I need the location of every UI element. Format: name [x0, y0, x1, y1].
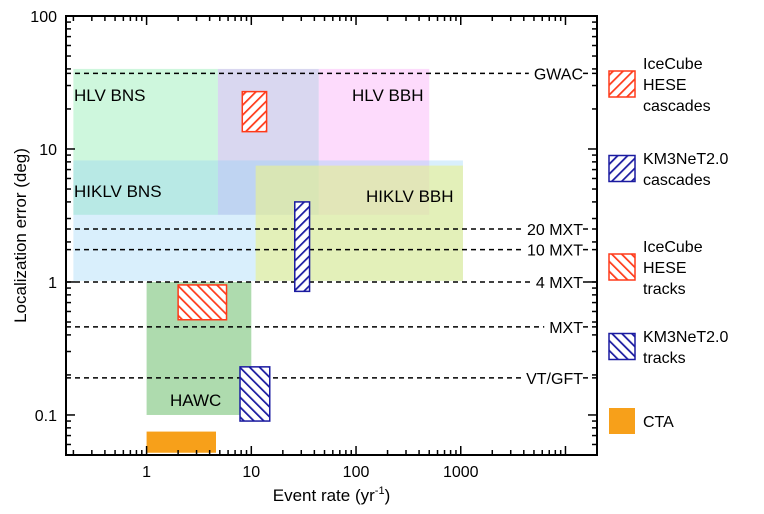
- legend-label-km3net2-0-cascades: KM3NeT2.0 cascades: [643, 151, 728, 189]
- y-tick-label: 10: [39, 142, 57, 159]
- legend-label-line: IceCube: [643, 56, 703, 73]
- legend-swatch-km3net2-0-cascades: [608, 154, 636, 183]
- legend-label-line: HESE: [643, 77, 687, 94]
- x-tick-label: 10: [242, 464, 260, 481]
- reference-line-label-20-mxt: 20 MXT: [527, 222, 583, 239]
- box-km3net2-0-tracks: [239, 366, 271, 422]
- legend-swatch-km3net2-0-tracks: [608, 332, 636, 361]
- box-icecube-hese-cascades: [241, 90, 268, 133]
- legend-swatch-cta: [609, 408, 635, 434]
- legend-label-icecube-hese-tracks: IceCube HESE tracks: [643, 239, 703, 298]
- axes-layer: 1 10 100 1000 0.1 1 10 100 Event rate (yr-1) Loca…: [11, 9, 598, 505]
- boxes-layer: [146, 90, 311, 453]
- reference-line-label-vt-gft: VT/GFT: [526, 371, 583, 388]
- box-icecube-hese-tracks: [177, 284, 228, 321]
- legend-swatch-icecube-hese-tracks: [608, 253, 636, 281]
- y-tick-label: 0.1: [35, 408, 57, 425]
- reference-line-label-10-mxt: 10 MXT: [527, 243, 583, 260]
- y-tick-label: 100: [30, 9, 57, 26]
- region-label-hlv-bns: HLV BNS: [74, 86, 146, 105]
- legend-label-line: HESE: [643, 260, 687, 277]
- x-axis-title-superscript: -1: [375, 485, 385, 497]
- legend-label-line: KM3NeT2.0: [643, 151, 728, 168]
- x-tick-label: 1: [142, 464, 151, 481]
- x-axis-title-end: ): [385, 486, 391, 505]
- legend-label-line: CTA: [643, 414, 674, 431]
- reference-line-label-4-mxt: 4 MXT: [536, 275, 583, 292]
- y-tick-label: 1: [48, 275, 57, 292]
- x-tick-label: 100: [343, 464, 370, 481]
- reference-line-label-gwac: GWAC: [534, 66, 583, 83]
- legend-label-icecube-hese-cascades: IceCube HESE cascades: [643, 56, 711, 115]
- legend-label-line: tracks: [643, 350, 686, 367]
- legend-label-line: tracks: [643, 281, 686, 298]
- x-tick-label: 1000: [443, 464, 479, 481]
- legend-label-line: cascades: [643, 172, 711, 189]
- legend-label-line: IceCube: [643, 239, 703, 256]
- region-hlv-bns: [73, 68, 218, 215]
- legend-label-line: KM3NeT2.0: [643, 329, 728, 346]
- box-km3net2-0-cascades: [294, 201, 311, 293]
- region-label-hiklv-bns: HIKLV BNS: [74, 182, 162, 201]
- box-cta: [146, 431, 216, 453]
- legend-swatch-icecube-hese-cascades: [608, 70, 636, 98]
- x-axis-title: Event rate (yr-1): [273, 485, 391, 505]
- legend-label-line: cascades: [643, 98, 711, 115]
- plot-frame: [65, 15, 598, 456]
- region-label-hiklv-bbh: HIKLV BBH: [366, 187, 454, 206]
- reference-lines-layer: GWAC 20 MXT 10 MXT 4 MXT MXT VT/GFT: [66, 66, 597, 388]
- region-label-hlv-bbh: HLV BBH: [352, 86, 424, 105]
- region-hiklv-bbh: [255, 165, 463, 281]
- reference-line-label-mxt: MXT: [549, 320, 583, 337]
- legend-label-cta: CTA: [643, 414, 674, 431]
- region-label-hawc: HAWC: [170, 391, 221, 410]
- y-axis-title: Localization error (deg): [11, 148, 30, 323]
- regions-layer: HLV BNS HLV BBH HIKLV BNS HIKLV BBH HAWC: [73, 68, 463, 415]
- legend-label-km3net2-0-tracks: KM3NeT2.0 tracks: [643, 329, 728, 367]
